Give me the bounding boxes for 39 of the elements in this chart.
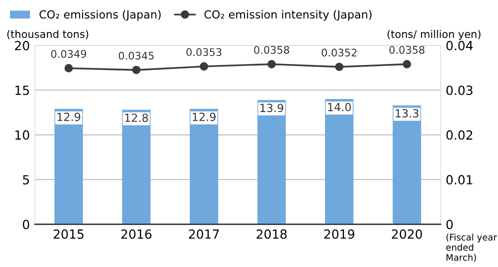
- y2-tick-label: 0.04: [446, 40, 473, 50]
- y-axis-title: (thousand tons): [7, 30, 88, 40]
- y-tick-label: 20: [15, 40, 30, 50]
- y-tick-label: 0: [22, 220, 30, 230]
- y2-tick-label: 0.01: [446, 175, 472, 184]
- bar: [122, 110, 151, 224]
- bar: [190, 108, 218, 224]
- x-axis-title: (Fiscal year ended March): [446, 234, 497, 262]
- data-label: 0.0352: [322, 48, 356, 57]
- bar: [54, 108, 83, 224]
- y-tick-label: 10: [15, 130, 30, 140]
- x-tick-label: 2019: [324, 229, 354, 239]
- data-label: 13.9: [260, 104, 284, 112]
- data-label: 0.0353: [186, 48, 222, 56]
- legend-label: CO₂ emissions (Japan): [40, 10, 161, 21]
- data-label: 12.8: [125, 114, 148, 122]
- data-label: 12.9: [58, 112, 80, 122]
- x-tick-label: 2018: [256, 229, 287, 239]
- legend-label: CO₂ emission intensity (Japan): [204, 10, 372, 21]
- y2-axis-title: (tons/ million yen): [388, 30, 480, 40]
- data-label: 12.9: [192, 112, 216, 122]
- data-label: 0.0349: [51, 50, 86, 58]
- bar: [257, 100, 286, 224]
- y-tick-label: 5: [23, 175, 29, 184]
- y-tick-label: 15: [15, 86, 29, 96]
- x-tick-label: 2017: [188, 229, 219, 239]
- bar: [325, 99, 354, 224]
- y2-tick-label: 0.03: [446, 86, 472, 96]
- data-label: 0.0358: [254, 46, 290, 54]
- y2-tick-label: 0: [446, 220, 453, 230]
- y2-tick-label: 0.02: [446, 130, 472, 140]
- x-tick-label: 2015: [54, 229, 84, 239]
- data-label: 0.0358: [389, 46, 424, 54]
- x-tick-label: 2020: [392, 229, 422, 239]
- bar: [392, 105, 422, 224]
- data-label: 13.3: [396, 109, 418, 118]
- x-tick-label: 2016: [121, 229, 152, 239]
- data-label: 14.0: [328, 102, 351, 112]
- data-label: 0.0345: [118, 52, 154, 60]
